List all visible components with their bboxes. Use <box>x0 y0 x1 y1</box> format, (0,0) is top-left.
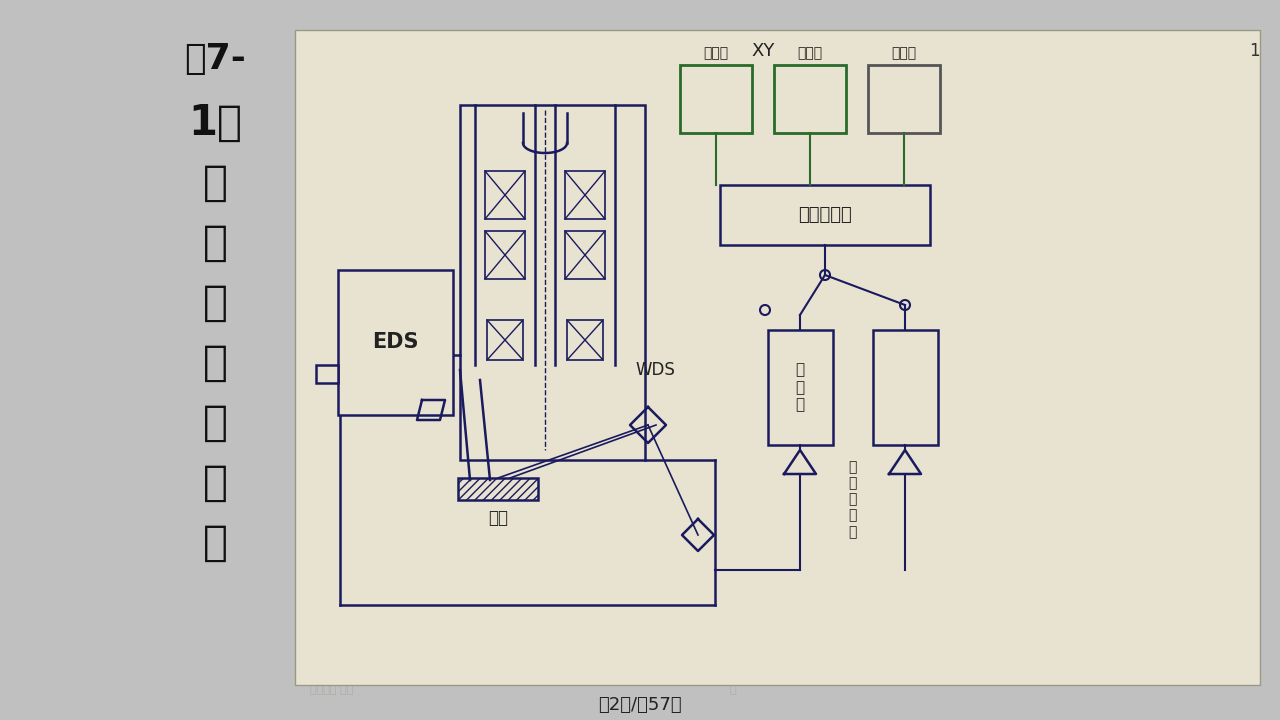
Text: 以及平均 神 经 元 模 型 以及平均: 以及平均 神 经 元 模 型 以及平均 <box>730 98 837 108</box>
Text: 打印机: 打印机 <box>891 46 916 60</box>
Text: 传递网络示例: 传递网络示例 <box>730 555 769 565</box>
Text: 以及平均神经元模型: 以及平均神经元模型 <box>730 365 790 375</box>
Text: 利用传递 网络示例，解决问题: 利用传递 网络示例，解决问题 <box>310 655 399 665</box>
Text: 多道分析仪: 多道分析仪 <box>799 206 852 224</box>
Text: 观: 观 <box>310 285 319 299</box>
Text: 图: 图 <box>730 520 736 530</box>
Text: 研究传递 信号: 研究传递 信号 <box>310 685 353 695</box>
Text: 记录仪: 记录仪 <box>704 46 728 60</box>
Text: 针: 针 <box>202 282 228 324</box>
Text: 图: 图 <box>730 430 736 440</box>
Text: A0-60 以及平均神经元: A0-60 以及平均神经元 <box>730 68 813 78</box>
Bar <box>680 65 753 133</box>
Bar <box>460 105 645 460</box>
Text: 仪: 仪 <box>202 342 228 384</box>
Text: 中: 中 <box>730 685 736 695</box>
Text: WDS: WDS <box>635 361 675 379</box>
Bar <box>868 65 940 133</box>
Bar <box>485 231 525 279</box>
Text: 结: 结 <box>202 462 228 504</box>
Bar <box>768 330 832 445</box>
Text: 触点的数目从 一 个 样 本 到 另 一 个 样 本 不 等: 触点的数目从 一 个 样 本 到 另 一 个 样 本 不 等 <box>310 128 471 138</box>
Text: 科技传递网络示例: 科技传递网络示例 <box>310 620 364 630</box>
Text: 构: 构 <box>202 522 228 564</box>
Bar <box>294 30 1260 685</box>
Bar <box>458 478 538 500</box>
Text: 样品: 样品 <box>488 509 508 527</box>
Text: 信号的传递 网络示: 信号的传递 网络示 <box>310 365 366 375</box>
Bar <box>774 65 846 133</box>
Text: 以: 以 <box>730 590 736 600</box>
Text: 规律，网络系(b) 为 一个 普通 的 规律，以及用 刺激性规律网络系: 规律，网络系(b) 为 一个 普通 的 规律，以及用 刺激性规律网络系 <box>310 68 518 78</box>
Text: 仪: 仪 <box>730 620 736 630</box>
Text: 已: 已 <box>730 470 737 483</box>
Text: 第2页/共57页: 第2页/共57页 <box>598 696 682 714</box>
Text: EDS: EDS <box>372 333 419 353</box>
Text: 已知传递函数网络示例: 已知传递函数网络示例 <box>310 590 376 600</box>
Bar <box>873 330 937 445</box>
Text: 网络传输图示例: 网络传输图示例 <box>310 555 356 565</box>
Text: 图1传递 网络示例已包括: 图1传递 网络示例已包括 <box>310 520 387 530</box>
Bar <box>564 231 605 279</box>
Text: 已: 已 <box>310 470 317 483</box>
Bar <box>485 171 525 219</box>
Bar <box>316 365 338 383</box>
Text: 荧光屏: 荧光屏 <box>797 46 823 60</box>
Bar <box>486 320 524 360</box>
Bar <box>338 270 453 415</box>
Text: 放
大
器: 放 大 器 <box>795 363 805 413</box>
Bar <box>719 185 931 245</box>
Text: 探: 探 <box>202 222 228 264</box>
Text: 的: 的 <box>202 402 228 444</box>
Bar <box>564 171 605 219</box>
Bar <box>567 320 603 360</box>
Text: 1电: 1电 <box>188 102 242 144</box>
Text: 图1传: 图1传 <box>310 430 330 440</box>
Text: 大: 大 <box>730 285 739 299</box>
Text: 图7-: 图7- <box>184 42 246 76</box>
Text: 及: 及 <box>730 655 736 665</box>
Text: 子: 子 <box>202 162 228 204</box>
Text: 例(d) 漫 射 狮 组 织 中 平 均 神 经 元 模 型 (a) 普 通 的: 例(d) 漫 射 狮 组 织 中 平 均 神 经 元 模 型 (a) 普 通 的 <box>310 98 513 108</box>
Text: XY: XY <box>751 42 774 60</box>
Text: 1: 1 <box>1249 42 1260 60</box>
Text: 前
置
放
大
器: 前 置 放 大 器 <box>849 460 856 539</box>
